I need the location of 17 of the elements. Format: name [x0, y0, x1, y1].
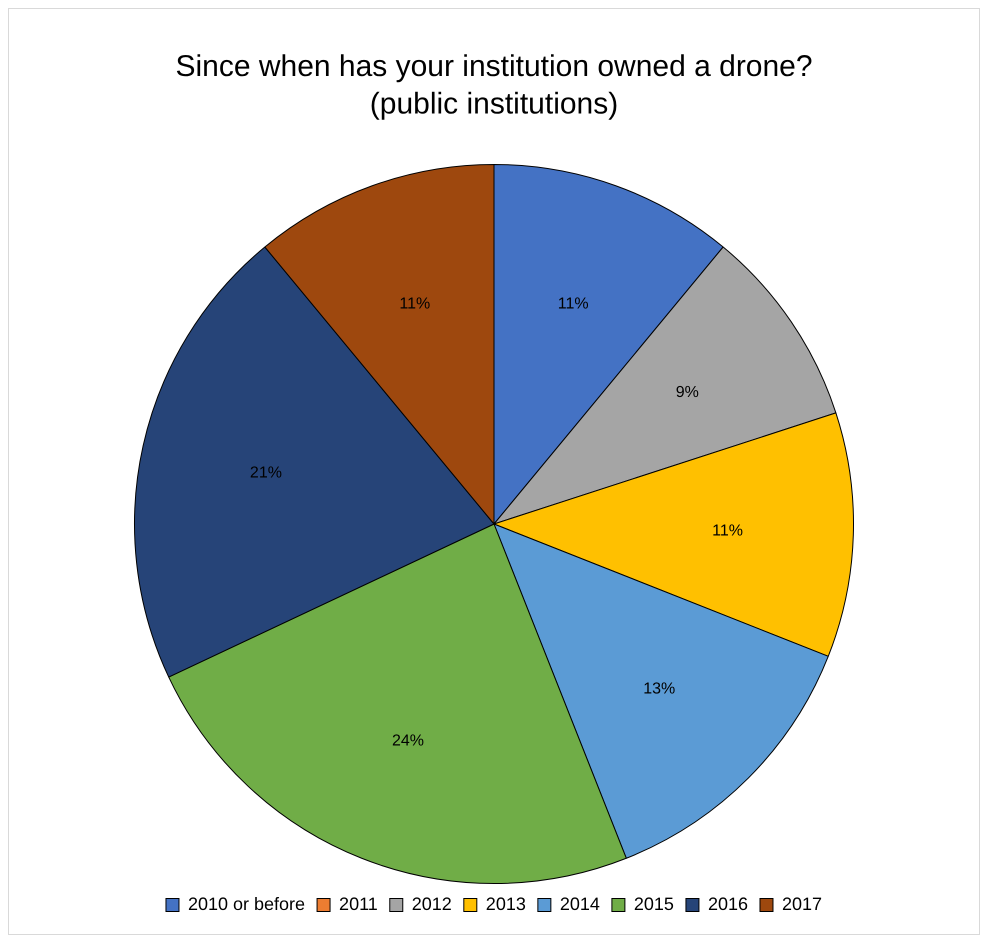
legend-label: 2014 [560, 894, 600, 914]
data-label: 24% [392, 732, 424, 750]
legend-label: 2017 [782, 894, 822, 914]
chart-title: Since when has your institution owned a drone? [175, 50, 813, 84]
data-label: 13% [643, 680, 676, 698]
data-label: 11% [712, 522, 743, 540]
data-label: 11% [399, 296, 430, 313]
legend-label: 2010 or before [188, 894, 306, 914]
legend-label: 2011 [339, 894, 378, 914]
chart-subtitle: (public institutions) [370, 88, 618, 121]
data-label: 21% [250, 464, 282, 482]
legend-label: 2016 [708, 894, 748, 914]
legend-label: 2012 [412, 894, 452, 914]
data-label: 9% [676, 384, 699, 402]
legend-label: 2015 [634, 894, 674, 914]
data-label: 11% [558, 296, 589, 313]
legend-label: 2013 [486, 894, 526, 914]
